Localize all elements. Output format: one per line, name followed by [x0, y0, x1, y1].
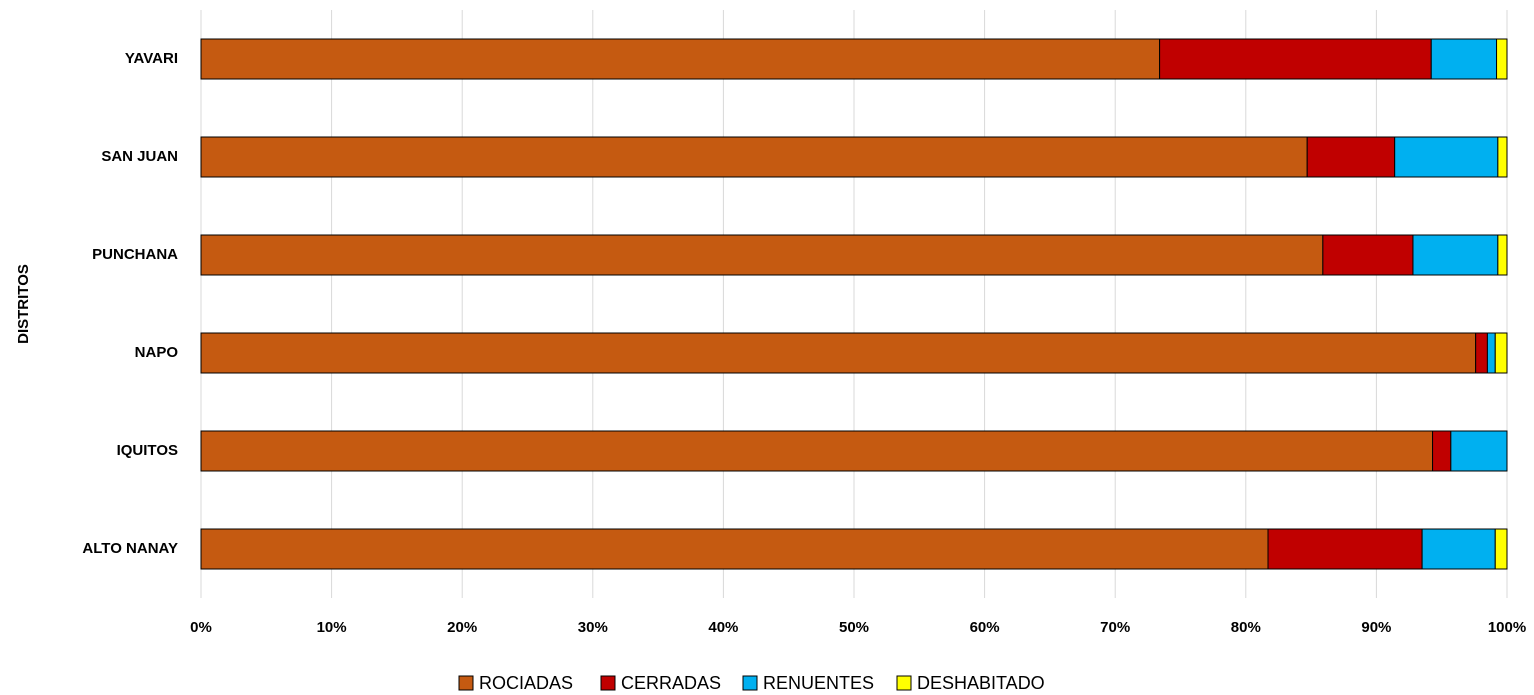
- bar-segment: [1494, 528, 1508, 570]
- y-tick-label: ALTO NANAY: [82, 540, 178, 557]
- legend-label: ROCIADAS: [479, 673, 573, 693]
- legend-swatch: [458, 675, 474, 691]
- x-tick-label: 100%: [1488, 619, 1526, 636]
- bar-segment: [1450, 430, 1508, 472]
- bar-segment: [1322, 234, 1414, 276]
- legend-label: RENUENTES: [763, 673, 874, 693]
- bar-segment: [1496, 38, 1508, 80]
- y-tick-label: YAVARI: [125, 50, 178, 67]
- bar-segment: [1497, 234, 1508, 276]
- x-tick-label: 60%: [970, 619, 1000, 636]
- x-tick-label: 90%: [1361, 619, 1391, 636]
- legend: ROCIADAS CERRADAS RENUENTES DESHABITADO: [458, 673, 1045, 693]
- y-tick-label: IQUITOS: [117, 442, 178, 459]
- x-tick-label: 30%: [578, 619, 608, 636]
- bar-segment: [200, 136, 1308, 178]
- y-axis-label: DISTRITOS: [15, 264, 32, 344]
- bar-segment: [1412, 234, 1499, 276]
- bar-segment: [200, 430, 1434, 472]
- bar-segment: [1159, 38, 1432, 80]
- bar-segment: [1497, 136, 1508, 178]
- bar-segment: [200, 528, 1269, 570]
- bar-segment: [1494, 332, 1508, 374]
- bar-segment: [1267, 528, 1423, 570]
- bar-segment: [200, 234, 1324, 276]
- y-tick-label: SAN JUAN: [101, 148, 178, 165]
- bar-segment: [1430, 38, 1498, 80]
- legend-swatch: [896, 675, 912, 691]
- x-tick-label: 70%: [1100, 619, 1130, 636]
- bar-segment: [1421, 528, 1496, 570]
- bar-segment: [200, 38, 1161, 80]
- legend-swatch: [742, 675, 758, 691]
- bar-segment: [1394, 136, 1499, 178]
- bar-segment: [200, 332, 1477, 374]
- legend-label: CERRADAS: [621, 673, 721, 693]
- x-tick-label: 50%: [839, 619, 869, 636]
- y-tick-label: NAPO: [135, 344, 179, 361]
- bar-segment: [1475, 332, 1488, 374]
- legend-label: DESHABITADO: [917, 673, 1045, 693]
- x-tick-label: 20%: [447, 619, 477, 636]
- x-tick-label: 80%: [1231, 619, 1261, 636]
- x-tick-label: 10%: [317, 619, 347, 636]
- bar-segment: [1306, 136, 1396, 178]
- x-tick-label: 40%: [708, 619, 738, 636]
- legend-swatch: [600, 675, 616, 691]
- y-tick-label: PUNCHANA: [92, 246, 178, 263]
- bar-segment: [1432, 430, 1452, 472]
- x-tick-label: 0%: [190, 619, 212, 636]
- bar-segment: [1486, 332, 1496, 374]
